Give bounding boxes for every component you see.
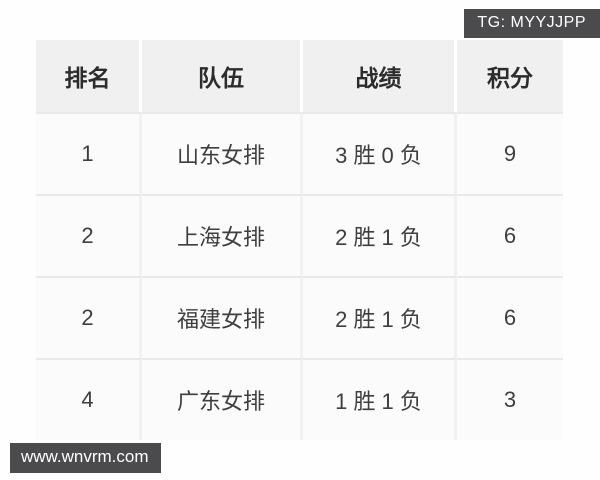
team-cell: 山东女排 [142, 112, 303, 194]
header-cell-team: 队伍 [142, 40, 303, 112]
header-cell-record: 战绩 [303, 40, 457, 112]
record-cell: 2 胜 1 负 [303, 194, 457, 276]
rank-cell: 4 [36, 358, 142, 440]
rank-cell: 2 [36, 194, 142, 276]
record-cell: 1 胜 1 负 [303, 358, 457, 440]
standings-table: 排名 队伍 战绩 积分 1 山东女排 3 胜 0 负 9 2 上海女排 2 胜 … [36, 40, 563, 440]
points-cell: 9 [457, 112, 563, 194]
header-cell-rank: 排名 [36, 40, 142, 112]
points-cell: 3 [457, 358, 563, 440]
points-cell: 6 [457, 194, 563, 276]
team-cell: 上海女排 [142, 194, 303, 276]
rank-cell: 1 [36, 112, 142, 194]
watermark-tg-badge: TG: MYYJJPP [464, 9, 600, 39]
record-cell: 2 胜 1 负 [303, 276, 457, 358]
team-cell: 福建女排 [142, 276, 303, 358]
points-cell: 6 [457, 276, 563, 358]
watermark-site-badge: www.wnvrm.com [10, 443, 161, 473]
record-cell: 3 胜 0 负 [303, 112, 457, 194]
team-cell: 广东女排 [142, 358, 303, 440]
rank-cell: 2 [36, 276, 142, 358]
header-cell-points: 积分 [457, 40, 563, 112]
